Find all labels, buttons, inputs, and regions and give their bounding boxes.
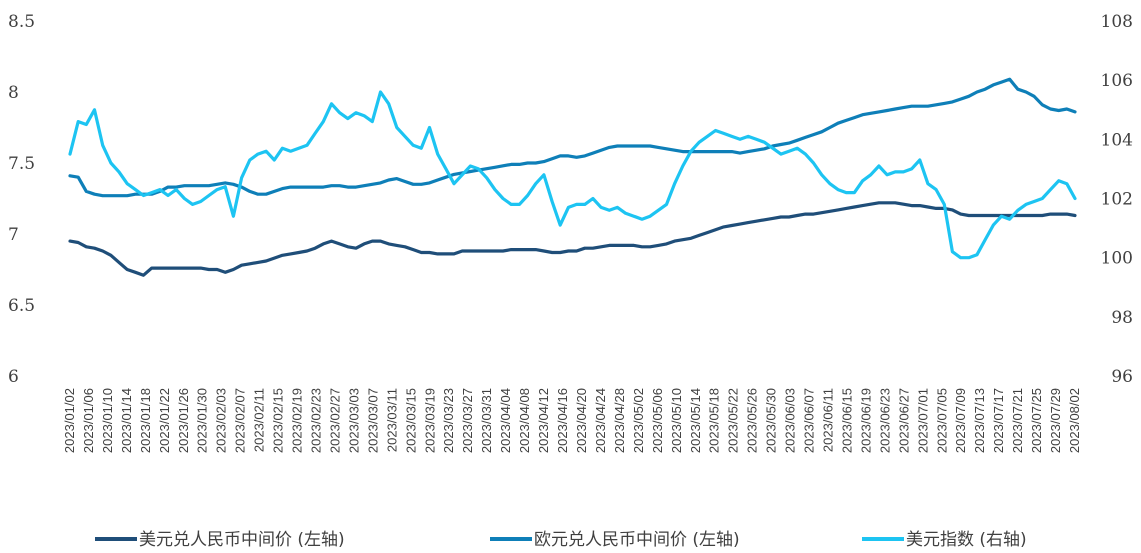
x-tick-label: 2023/01/22 [157,388,172,453]
x-tick-label: 2023/04/08 [517,388,532,453]
y-right-tick-label: 96 [1111,367,1133,387]
x-tick-label: 2023/07/13 [972,388,987,453]
y-right-tick-label: 106 [1101,71,1133,91]
legend-label: 欧元兑人民币中间价 (左轴) [534,530,740,550]
x-tick-label: 2023/02/07 [233,388,248,453]
y-left-tick-label: 6.5 [8,296,35,316]
x-tick-label: 2023/05/18 [707,388,722,453]
x-tick-label: 2023/03/07 [365,388,380,453]
y-axis-left: 6 6.5 7 7.5 8 8.5 [8,12,35,387]
x-tick-label: 2023/01/30 [195,388,210,453]
y-right-tick-label: 108 [1101,12,1133,32]
y-right-tick-label: 104 [1101,130,1133,150]
legend-label: 美元兑人民币中间价 (左轴) [139,530,345,550]
x-tick-label: 2023/08/02 [1067,388,1082,453]
x-tick-label: 2023/04/28 [612,388,627,453]
x-tick-label: 2023/06/07 [802,388,817,453]
x-tick-label: 2023/01/10 [100,388,115,453]
y-axis-right: 96 98 100 102 104 106 108 [1101,12,1133,387]
x-tick-label: 2023/07/21 [1010,388,1025,453]
x-tick-label: 2023/01/14 [119,388,134,453]
x-tick-label: 2023/04/12 [536,388,551,453]
x-tick-label: 2023/05/10 [669,388,684,453]
y-left-tick-label: 6 [8,367,19,387]
y-left-tick-label: 8 [8,83,19,103]
x-tick-label: 2023/06/11 [820,388,835,452]
legend-label: 美元指数 (右轴) [906,530,1027,550]
x-tick-label: 2023/07/29 [1048,388,1063,453]
x-tick-label: 2023/05/14 [688,388,703,453]
x-tick-label: 2023/04/04 [498,388,513,453]
x-tick-label: 2023/04/20 [574,388,589,453]
x-tick-label: 2023/02/15 [271,388,286,453]
x-tick-label: 2023/02/27 [327,388,342,453]
y-left-tick-label: 8.5 [8,12,35,32]
y-right-tick-label: 100 [1101,249,1133,269]
x-tick-label: 2023/01/26 [176,388,191,453]
legend: 美元兑人民币中间价 (左轴) 欧元兑人民币中间价 (左轴) 美元指数 (右轴) [95,530,1027,550]
x-tick-label: 2023/03/11 [384,388,399,452]
x-tick-label: 2023/02/23 [309,388,324,453]
x-tick-label: 2023/06/23 [877,388,892,453]
x-tick-label: 2023/05/02 [631,388,646,453]
x-tick-label: 2023/05/06 [650,388,665,453]
y-left-tick-label: 7 [8,225,19,245]
x-tick-label: 2023/07/09 [953,388,968,453]
x-tick-label: 2023/03/15 [403,388,418,453]
series-line-3 [68,90,1077,260]
x-tick-label: 2023/05/26 [745,388,760,453]
x-tick-label: 2023/03/31 [479,388,494,453]
x-tick-label: 2023/01/18 [138,388,153,453]
x-tick-label: 2023/07/01 [915,388,930,453]
x-tick-label: 2023/03/03 [346,388,361,453]
x-tick-label: 2023/02/03 [214,388,229,453]
x-tick-label: 2023/06/15 [839,388,854,453]
series-line-2 [68,77,1077,198]
series-line-1 [68,201,1077,277]
x-tick-label: 2023/07/05 [934,388,949,453]
x-tick-label: 2023/06/03 [783,388,798,453]
x-axis: 2023/01/02 2023/01/06 2023/01/10 2023/01/14… [62,388,1082,453]
series-layer [68,77,1077,277]
x-tick-label: 2023/01/02 [62,388,77,453]
x-tick-label: 2023/05/22 [726,388,741,453]
x-tick-label: 2023/07/25 [1029,388,1044,453]
x-tick-label: 2023/07/17 [991,388,1006,453]
y-right-tick-label: 102 [1101,190,1133,210]
y-right-tick-label: 98 [1111,308,1133,328]
x-tick-label: 2023/01/06 [81,388,96,453]
x-tick-label: 2023/03/19 [422,388,437,453]
x-tick-label: 2023/04/16 [555,388,570,453]
x-tick-label: 2023/03/23 [441,388,456,453]
x-tick-label: 2023/06/27 [896,388,911,453]
x-tick-label: 2023/02/19 [290,388,305,453]
x-tick-label: 2023/03/27 [460,388,475,453]
y-left-tick-label: 7.5 [8,154,35,174]
x-tick-label: 2023/06/19 [858,388,873,453]
x-tick-label: 2023/04/24 [593,388,608,453]
x-tick-label: 2023/02/11 [252,388,267,452]
x-tick-label: 2023/05/30 [764,388,779,453]
